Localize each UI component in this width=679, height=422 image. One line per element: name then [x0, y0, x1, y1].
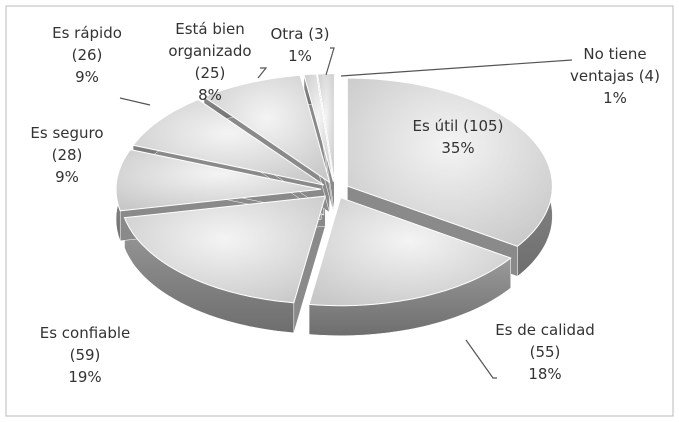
category-label: Está bien organizado	[168, 20, 252, 60]
leader-line	[465, 339, 497, 379]
value-label: (4)	[638, 67, 660, 85]
leader-lines	[119, 47, 573, 379]
percent-label: 1%	[603, 89, 627, 107]
slice	[132, 99, 325, 186]
slice-label: No tiene ventajas (4) 1%	[570, 43, 660, 109]
slice-label: Es de calidad (55) 18%	[490, 319, 600, 385]
slice	[303, 73, 334, 182]
slice	[123, 195, 326, 304]
value-label: (105)	[463, 117, 504, 135]
value-label: (59)	[69, 346, 101, 364]
slice-label: Otra (3) 1%	[260, 23, 340, 67]
value-label: (28)	[51, 146, 83, 164]
category-label: Es seguro	[30, 124, 104, 142]
value-label: (26)	[71, 46, 103, 64]
frame	[5, 5, 674, 417]
value-label: (55)	[529, 343, 561, 361]
leader-line	[119, 97, 151, 106]
category-label: Es de calidad	[495, 321, 595, 339]
category-label: Es confiable	[39, 324, 131, 342]
slice	[115, 149, 322, 212]
percent-label: 18%	[528, 365, 562, 383]
percent-label: 9%	[75, 68, 99, 86]
slice	[202, 74, 331, 184]
category-label: Es útil	[412, 117, 459, 135]
category-label: Otra	[270, 25, 304, 43]
percent-label: 9%	[55, 168, 79, 186]
percent-label: 8%	[198, 86, 222, 104]
leader-line	[340, 59, 573, 77]
leader-line	[325, 47, 335, 76]
slice-label: Es confiable (59) 19%	[30, 322, 140, 388]
percent-label: 1%	[288, 47, 312, 65]
slice-label: Es rápido (26) 9%	[37, 22, 137, 88]
value-label: (3)	[308, 25, 330, 43]
slice-label: Es útil (105) 35%	[393, 115, 523, 159]
slice-label: Es seguro (28) 9%	[17, 122, 117, 188]
percent-label: 19%	[68, 368, 102, 386]
slice-label: Está bien organizado (25) 8%	[155, 18, 265, 106]
leader-line	[257, 67, 268, 79]
category-label: No tiene ventajas	[570, 45, 647, 85]
percent-label: 35%	[441, 139, 475, 157]
slice	[346, 77, 553, 247]
value-label: (25)	[194, 64, 226, 82]
category-label: Es rápido	[52, 24, 122, 42]
slice	[308, 197, 512, 307]
